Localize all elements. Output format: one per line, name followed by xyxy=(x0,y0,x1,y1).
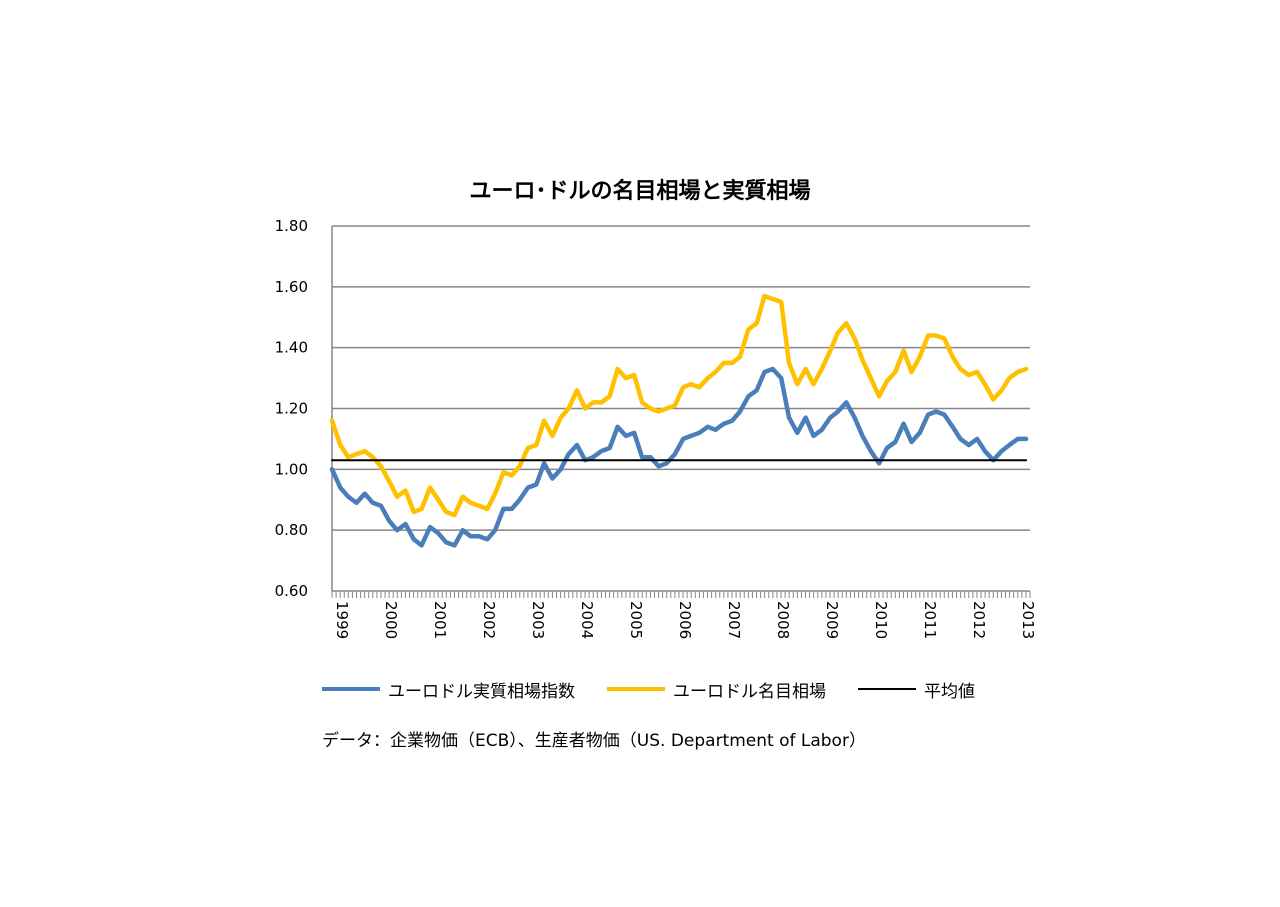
x-tick-label: 2003 xyxy=(529,601,547,639)
x-tick-label: 2006 xyxy=(676,601,694,639)
gridlines xyxy=(332,225,1030,531)
x-tick-label: 2008 xyxy=(774,601,792,639)
axes xyxy=(331,226,1031,598)
y-tick-label: 1.80 xyxy=(275,217,308,235)
legend-label-average: 平均値 xyxy=(924,681,975,702)
x-tick-label: 2011 xyxy=(921,601,939,639)
legend-swatch-real xyxy=(322,687,380,691)
legend-item-nominal: ユーロドル名目相場 xyxy=(607,677,826,702)
x-tick-label: 2000 xyxy=(382,601,400,639)
x-tick-labels: 1999 2000 2001 2002 2003 2004 2005 2006 2007 2008… xyxy=(333,601,1037,639)
x-tick-label: 2012 xyxy=(970,601,988,639)
x-tick-label: 2001 xyxy=(431,601,449,639)
y-tick-label: 0.60 xyxy=(275,582,308,600)
series-lines xyxy=(329,293,1029,548)
y-tick-label: 1.40 xyxy=(275,339,308,357)
chart-title: ユーロ･ドルの名目相場と実質相場 xyxy=(469,179,811,204)
x-tick-label: 2013 xyxy=(1019,601,1037,639)
legend-item-average: 平均値 xyxy=(858,677,975,702)
legend-label-nominal: ユーロドル名目相場 xyxy=(673,681,826,702)
y-tick-label: 1.60 xyxy=(275,278,308,296)
legend-label-real: ユーロドル実質相場指数 xyxy=(388,681,575,702)
y-tick-label: 1.00 xyxy=(275,460,308,478)
source-note: データ：企業物価（ECB）、生産者物価（US. Department of La… xyxy=(322,731,866,751)
x-tick-label: 2007 xyxy=(725,601,743,639)
legend-swatch-average xyxy=(858,688,916,690)
y-tick-label: 1.20 xyxy=(275,400,308,418)
legend-item-real: ユーロドル実質相場指数 xyxy=(322,677,575,702)
x-tick-label: 2002 xyxy=(480,601,498,639)
x-tick-label: 2004 xyxy=(578,601,596,639)
y-tick-labels: 0.60 0.80 1.00 1.20 1.40 1.60 1.80 xyxy=(275,217,308,600)
x-tick-label: 2009 xyxy=(823,601,841,639)
y-tick-label: 0.80 xyxy=(275,521,308,539)
series-line-1 xyxy=(329,293,1029,518)
legend-swatch-nominal xyxy=(607,687,665,691)
legend: ユーロドル実質相場指数 ユーロドル名目相場 平均値 xyxy=(322,676,1007,702)
x-tick-label: 2010 xyxy=(872,601,890,639)
x-tick-label: 2005 xyxy=(627,601,645,639)
series-line-0 xyxy=(329,366,1029,548)
x-tick-label: 1999 xyxy=(333,601,351,639)
